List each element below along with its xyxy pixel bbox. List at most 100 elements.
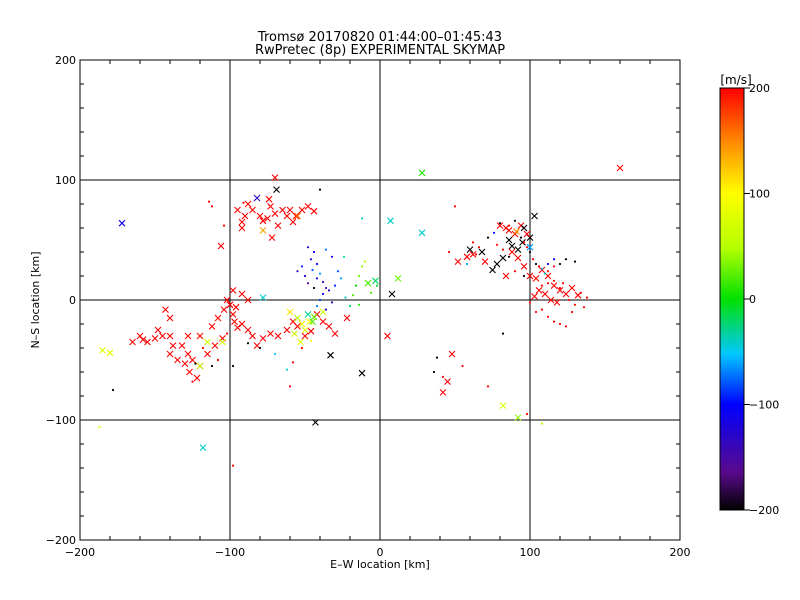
- x-marker-point: [249, 332, 256, 340]
- x-marker-point: [514, 246, 522, 253]
- x-marker-point: [186, 368, 193, 376]
- x-marker-point: [264, 215, 271, 222]
- dot-marker-point: [486, 236, 490, 239]
- x-marker-point: [220, 306, 228, 313]
- x-marker-point: [310, 313, 318, 321]
- x-marker-point: [384, 332, 391, 340]
- x-marker-point: [418, 229, 426, 237]
- dot-marker-point: [333, 284, 337, 287]
- dot-marker-point: [363, 260, 367, 263]
- x-marker-point: [106, 349, 114, 357]
- x-marker-point: [294, 314, 301, 322]
- x-marker-point: [388, 290, 396, 298]
- dot-marker-point: [519, 236, 523, 239]
- x-marker-point: [249, 206, 256, 214]
- x-tick-label: 100: [520, 546, 541, 559]
- colorbar-tick-label: 100: [749, 188, 770, 201]
- dot-marker-point: [453, 205, 457, 208]
- x-marker-point: [358, 369, 366, 377]
- dot-marker-point: [540, 308, 544, 311]
- dot-marker-point: [273, 352, 277, 356]
- dot-marker-point: [369, 291, 373, 294]
- dot-marker-point: [321, 292, 325, 296]
- x-marker-point: [319, 318, 327, 325]
- x-marker-point: [489, 266, 496, 274]
- dot-marker-point: [306, 246, 310, 249]
- dot-marker-point: [315, 277, 319, 280]
- colorbar-unit-label: [m/s]: [720, 73, 751, 87]
- dot-marker-point: [543, 272, 547, 275]
- colorbar: [719, 87, 745, 511]
- x-marker-point: [343, 314, 351, 322]
- dot-marker-point: [441, 375, 445, 378]
- x-marker-point: [531, 293, 538, 300]
- dot-marker-point: [573, 303, 577, 306]
- dot-marker-point: [546, 282, 550, 285]
- dot-marker-point: [564, 258, 568, 261]
- x-marker-point: [223, 296, 231, 304]
- x-marker-point: [174, 356, 181, 364]
- x-marker-point: [481, 258, 489, 265]
- dot-marker-point: [522, 274, 526, 278]
- x-marker-point: [331, 330, 339, 337]
- x-marker-point: [568, 284, 576, 292]
- x-marker-point: [301, 332, 309, 340]
- dot-marker-point: [471, 241, 475, 244]
- dot-marker-point: [546, 315, 550, 318]
- x-marker-point: [312, 419, 319, 426]
- dot-marker-point: [207, 200, 211, 203]
- colorbar-tick-label: 0: [749, 293, 756, 306]
- x-marker-point: [520, 263, 528, 270]
- x-marker-point: [499, 402, 507, 409]
- dot-marker-point: [552, 265, 556, 268]
- dot-marker-point: [552, 320, 556, 323]
- x-marker-point: [229, 287, 237, 294]
- dot-marker-point: [285, 368, 289, 371]
- x-marker-point: [279, 206, 286, 214]
- x-marker-point: [532, 275, 540, 282]
- x-marker-point: [531, 212, 538, 220]
- dot-marker-point: [507, 255, 511, 258]
- x-marker-point: [553, 299, 561, 306]
- dot-marker-point: [210, 205, 214, 208]
- colorbar-tick-label: −200: [749, 504, 779, 517]
- dot-marker-point: [573, 260, 577, 263]
- x-marker-point: [535, 287, 543, 294]
- dot-marker-point: [495, 243, 499, 246]
- dot-marker-point: [486, 385, 490, 388]
- dot-marker-point: [111, 388, 115, 392]
- dot-marker-point: [318, 298, 322, 302]
- dot-marker-point: [315, 262, 319, 266]
- x-marker-point: [259, 217, 267, 225]
- x-marker-point: [253, 194, 261, 202]
- dot-marker-point: [579, 291, 583, 294]
- dot-marker-point: [501, 332, 505, 335]
- x-marker-point: [166, 332, 174, 340]
- x-marker-point: [496, 222, 504, 229]
- dot-marker-point: [330, 301, 334, 304]
- dot-marker-point: [296, 270, 299, 273]
- dot-marker-point: [300, 265, 304, 268]
- dot-marker-point: [582, 306, 586, 309]
- dot-marker-point: [225, 332, 229, 335]
- x-marker-point: [256, 212, 264, 220]
- dot-marker-point: [324, 248, 328, 251]
- x-marker-point: [232, 303, 240, 311]
- x-marker-point: [372, 277, 379, 285]
- dot-marker-point: [528, 250, 532, 254]
- dot-marker-point: [507, 224, 511, 227]
- dot-marker-point: [534, 262, 538, 266]
- x-marker-point: [199, 444, 207, 451]
- dot-marker-point: [570, 310, 574, 314]
- dot-marker-point: [312, 286, 316, 290]
- dot-marker-point: [540, 422, 544, 425]
- dot-marker-point: [309, 339, 313, 342]
- dot-marker-point: [525, 412, 529, 416]
- dot-marker-point: [357, 274, 361, 278]
- x-marker-point: [508, 248, 516, 256]
- x-marker-point: [226, 301, 234, 309]
- dot-marker-point: [534, 310, 538, 314]
- x-marker-point: [292, 212, 300, 220]
- x-marker-point: [259, 294, 267, 301]
- dot-marker-point: [210, 364, 214, 368]
